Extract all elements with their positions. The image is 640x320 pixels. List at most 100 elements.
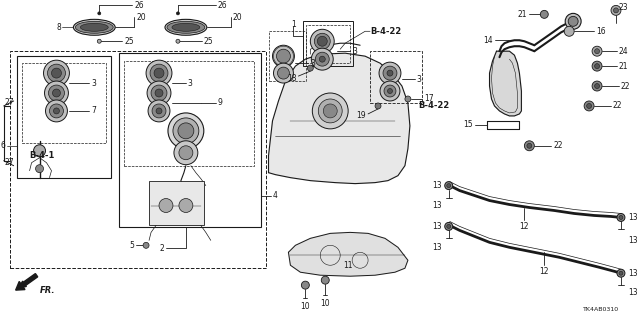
Circle shape — [151, 85, 167, 101]
Circle shape — [312, 93, 348, 129]
Circle shape — [617, 269, 625, 277]
Circle shape — [319, 56, 325, 62]
Circle shape — [278, 67, 289, 79]
Ellipse shape — [172, 23, 200, 31]
Circle shape — [318, 99, 342, 123]
Text: 13: 13 — [432, 181, 442, 190]
Text: 2: 2 — [159, 244, 164, 253]
Ellipse shape — [76, 21, 113, 33]
Circle shape — [159, 198, 173, 212]
Text: 21: 21 — [619, 62, 628, 71]
Circle shape — [375, 103, 381, 109]
Text: 20: 20 — [136, 13, 146, 22]
Circle shape — [49, 104, 63, 118]
Circle shape — [47, 64, 65, 82]
Text: B-4-1: B-4-1 — [29, 151, 55, 160]
Bar — [269, 31, 307, 81]
Circle shape — [617, 213, 625, 221]
Circle shape — [177, 12, 179, 15]
Ellipse shape — [167, 21, 205, 33]
Circle shape — [179, 198, 193, 212]
Text: 27: 27 — [4, 99, 14, 108]
Circle shape — [148, 100, 170, 122]
Text: TK4AB0310: TK4AB0310 — [583, 307, 619, 312]
Text: 16: 16 — [596, 27, 605, 36]
Text: 21: 21 — [518, 10, 527, 19]
Text: 26: 26 — [218, 1, 227, 10]
Text: 18: 18 — [287, 74, 296, 83]
Text: 10: 10 — [301, 302, 310, 311]
Circle shape — [97, 39, 101, 43]
Circle shape — [383, 66, 397, 80]
Circle shape — [592, 46, 602, 56]
Text: 13: 13 — [628, 269, 637, 278]
Circle shape — [276, 49, 291, 63]
Bar — [124, 61, 253, 166]
Bar — [10, 51, 266, 268]
Text: 13: 13 — [628, 288, 637, 297]
Circle shape — [311, 48, 333, 70]
Text: 3: 3 — [188, 78, 193, 88]
Circle shape — [611, 5, 621, 15]
Circle shape — [321, 276, 329, 284]
Circle shape — [51, 68, 61, 78]
Circle shape — [36, 165, 44, 173]
Circle shape — [98, 12, 100, 15]
Text: 10: 10 — [321, 299, 330, 308]
Circle shape — [314, 33, 330, 49]
Text: 17: 17 — [424, 94, 433, 103]
Circle shape — [524, 141, 534, 151]
Text: 13: 13 — [432, 201, 442, 210]
Circle shape — [45, 100, 67, 122]
Text: 4: 4 — [273, 191, 277, 200]
Text: 12: 12 — [520, 222, 529, 231]
Text: 25: 25 — [124, 37, 134, 46]
Bar — [22, 63, 106, 143]
Circle shape — [405, 96, 411, 102]
Text: 26: 26 — [134, 1, 144, 10]
Circle shape — [380, 81, 400, 101]
Text: 3: 3 — [352, 47, 357, 56]
Polygon shape — [490, 51, 522, 116]
Ellipse shape — [165, 19, 207, 35]
Circle shape — [150, 64, 168, 82]
Circle shape — [316, 52, 329, 66]
Circle shape — [49, 85, 65, 101]
Circle shape — [564, 26, 574, 36]
Circle shape — [52, 89, 60, 97]
Text: 7: 7 — [92, 107, 96, 116]
Circle shape — [273, 63, 293, 83]
Circle shape — [619, 271, 623, 275]
Circle shape — [323, 104, 337, 118]
Text: 13: 13 — [432, 222, 442, 231]
Text: 13: 13 — [628, 236, 637, 245]
Circle shape — [445, 182, 452, 189]
Text: 3: 3 — [310, 59, 316, 68]
Circle shape — [387, 89, 392, 93]
Text: 11: 11 — [344, 261, 353, 270]
FancyArrow shape — [15, 274, 38, 290]
Circle shape — [174, 141, 198, 165]
Bar — [149, 180, 204, 225]
Text: 1: 1 — [291, 20, 296, 29]
Text: 3: 3 — [92, 78, 96, 88]
Bar — [303, 21, 353, 66]
Text: 13: 13 — [628, 213, 637, 222]
Text: B-4-22: B-4-22 — [418, 101, 449, 110]
Circle shape — [146, 60, 172, 86]
Circle shape — [143, 242, 149, 248]
Ellipse shape — [74, 19, 115, 35]
Text: 24: 24 — [619, 47, 628, 56]
Circle shape — [273, 45, 294, 67]
Text: 3: 3 — [417, 75, 422, 84]
Circle shape — [307, 65, 314, 71]
Text: 23: 23 — [619, 3, 628, 12]
Circle shape — [565, 13, 581, 29]
Circle shape — [592, 81, 602, 91]
Circle shape — [156, 108, 162, 114]
Text: 12: 12 — [540, 267, 549, 276]
Bar — [307, 25, 350, 63]
Circle shape — [527, 143, 532, 148]
Text: 19: 19 — [356, 111, 366, 120]
Circle shape — [445, 222, 452, 230]
